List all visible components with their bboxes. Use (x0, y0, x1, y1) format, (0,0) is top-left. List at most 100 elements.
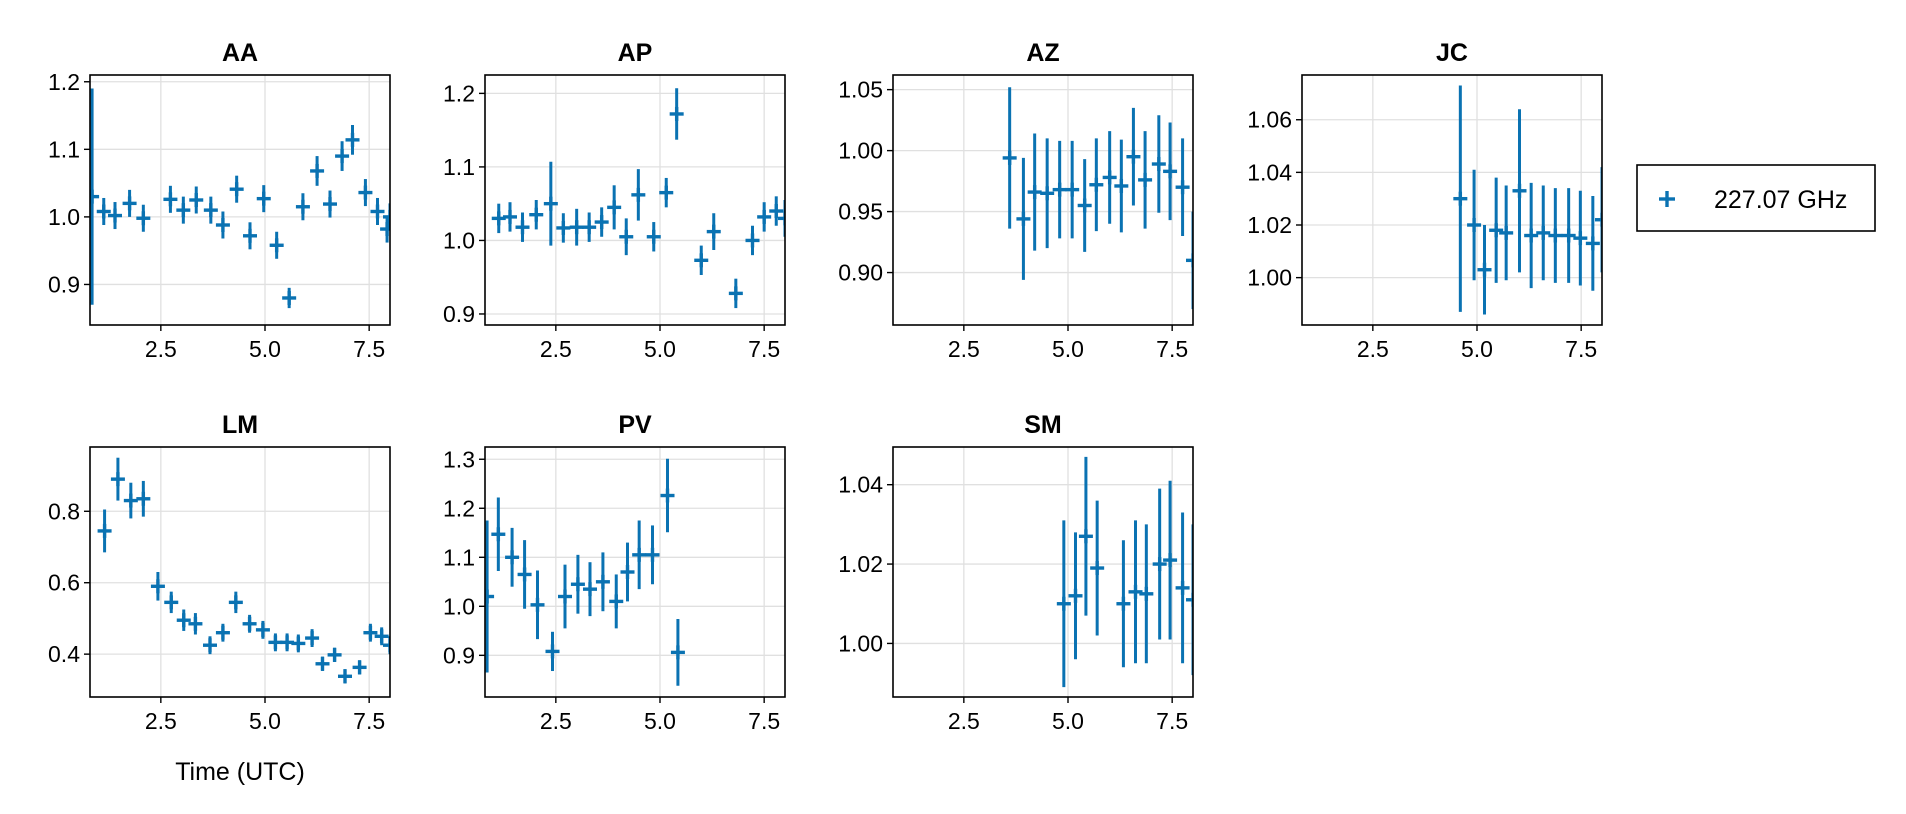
x-tick-label: 7.5 (1156, 336, 1188, 362)
data-point (229, 175, 244, 203)
y-tick-label: 1.05 (838, 77, 883, 103)
data-point (338, 669, 352, 684)
panel-jc: 2.5 5.0 7.5 1.00 1.02 1.04 1.06 JC (1247, 39, 1603, 362)
y-tick-label: 0.9 (48, 271, 80, 297)
data-point (189, 186, 204, 214)
y-tick-label: 1.0 (443, 593, 475, 619)
data-point (778, 200, 785, 237)
y-tick-label: 0.4 (48, 641, 80, 667)
data-point (543, 161, 558, 246)
data-point (215, 623, 230, 642)
data-point (669, 88, 684, 140)
data-point (295, 193, 310, 221)
data-point (110, 457, 125, 501)
data-point (491, 497, 506, 572)
y-tick-label: 1.04 (1247, 159, 1292, 185)
data-points (90, 88, 390, 309)
data-point (255, 620, 270, 639)
y-tick-label: 1.04 (838, 472, 883, 498)
data-point (380, 215, 390, 243)
data-point (1065, 140, 1080, 239)
data-points (485, 458, 685, 686)
data-point (383, 636, 390, 655)
data-point (556, 213, 571, 243)
y-tick-label: 1.2 (48, 69, 80, 95)
legend-label: 227.07 GHz (1714, 186, 1847, 214)
data-point (569, 208, 584, 246)
data-point (1163, 480, 1178, 640)
data-point (374, 627, 389, 646)
data-point (188, 613, 203, 635)
y-tick-label: 0.9 (443, 301, 475, 327)
panel-title: AZ (1026, 39, 1059, 67)
x-tick-label: 5.0 (1052, 336, 1084, 362)
data-point (1152, 488, 1167, 640)
data-point (1489, 177, 1504, 283)
data-point (769, 196, 784, 226)
data-point (505, 527, 520, 587)
panel-ap: 2.5 5.0 7.5 0.9 1.0 1.1 1.2 AP (443, 39, 786, 362)
y-tick-label: 1.06 (1247, 107, 1292, 133)
plot-frame (484, 74, 786, 326)
plot-frame (1301, 74, 1603, 326)
data-point (122, 189, 137, 217)
plot-frame (89, 446, 391, 698)
data-point (583, 562, 597, 617)
x-tick-label: 5.0 (1461, 336, 1493, 362)
legend-box (1636, 164, 1876, 232)
data-point (1499, 185, 1514, 281)
data-point (1138, 131, 1153, 229)
data-point (327, 647, 342, 662)
data-point (503, 202, 517, 232)
data-point (108, 202, 122, 230)
data-point (594, 207, 609, 237)
x-tick-label: 5.0 (249, 336, 281, 362)
data-point (607, 185, 622, 230)
data-point (1002, 87, 1017, 229)
data-point (1027, 133, 1042, 251)
data-point (345, 125, 360, 155)
data-points (97, 457, 390, 684)
data-point (1114, 139, 1129, 233)
y-tick-label: 0.8 (48, 498, 80, 524)
data-point (176, 609, 191, 631)
data-point (631, 169, 646, 221)
y-tick-label: 1.3 (443, 446, 475, 472)
data-point (1163, 122, 1178, 221)
data-point (269, 231, 284, 259)
data-point (1595, 167, 1602, 273)
data-point (358, 179, 373, 207)
data-point (1524, 182, 1539, 289)
x-tick-label: 2.5 (145, 708, 177, 734)
x-tick-label: 2.5 (1357, 336, 1389, 362)
data-point (1126, 107, 1141, 206)
data-point (305, 629, 320, 647)
x-tick-label: 7.5 (748, 336, 780, 362)
data-point (632, 520, 647, 590)
data-point (1068, 532, 1083, 660)
data-point (383, 203, 390, 231)
data-point (620, 542, 635, 602)
data-point (352, 660, 367, 675)
data-point (1078, 456, 1093, 616)
x-tick-label: 5.0 (249, 708, 281, 734)
data-point (558, 564, 572, 629)
panel-lm: 2.5 5.0 7.5 0.4 0.6 0.8 LM (48, 411, 391, 734)
data-point (706, 213, 721, 250)
x-tick-label: 7.5 (353, 708, 385, 734)
data-point (1139, 524, 1154, 664)
y-tick-label: 1.1 (48, 136, 80, 162)
panel-title: JC (1436, 39, 1468, 67)
data-point (659, 177, 674, 208)
data-point (282, 287, 297, 309)
data-point (163, 185, 178, 213)
data-point (1089, 138, 1104, 232)
data-points (1453, 85, 1602, 315)
data-point (1536, 185, 1551, 281)
data-point (646, 222, 661, 252)
panels: 2.5 5.0 7.5 0.9 1.0 1.1 1.2 AA 2.5 5.0 7.5 0.9 1.0 1.… (48, 39, 1603, 734)
plot-frame (89, 74, 391, 326)
x-tick-label: 7.5 (748, 708, 780, 734)
data-point (1512, 109, 1527, 273)
panel-aa: 2.5 5.0 7.5 0.9 1.0 1.1 1.2 AA (48, 39, 391, 362)
